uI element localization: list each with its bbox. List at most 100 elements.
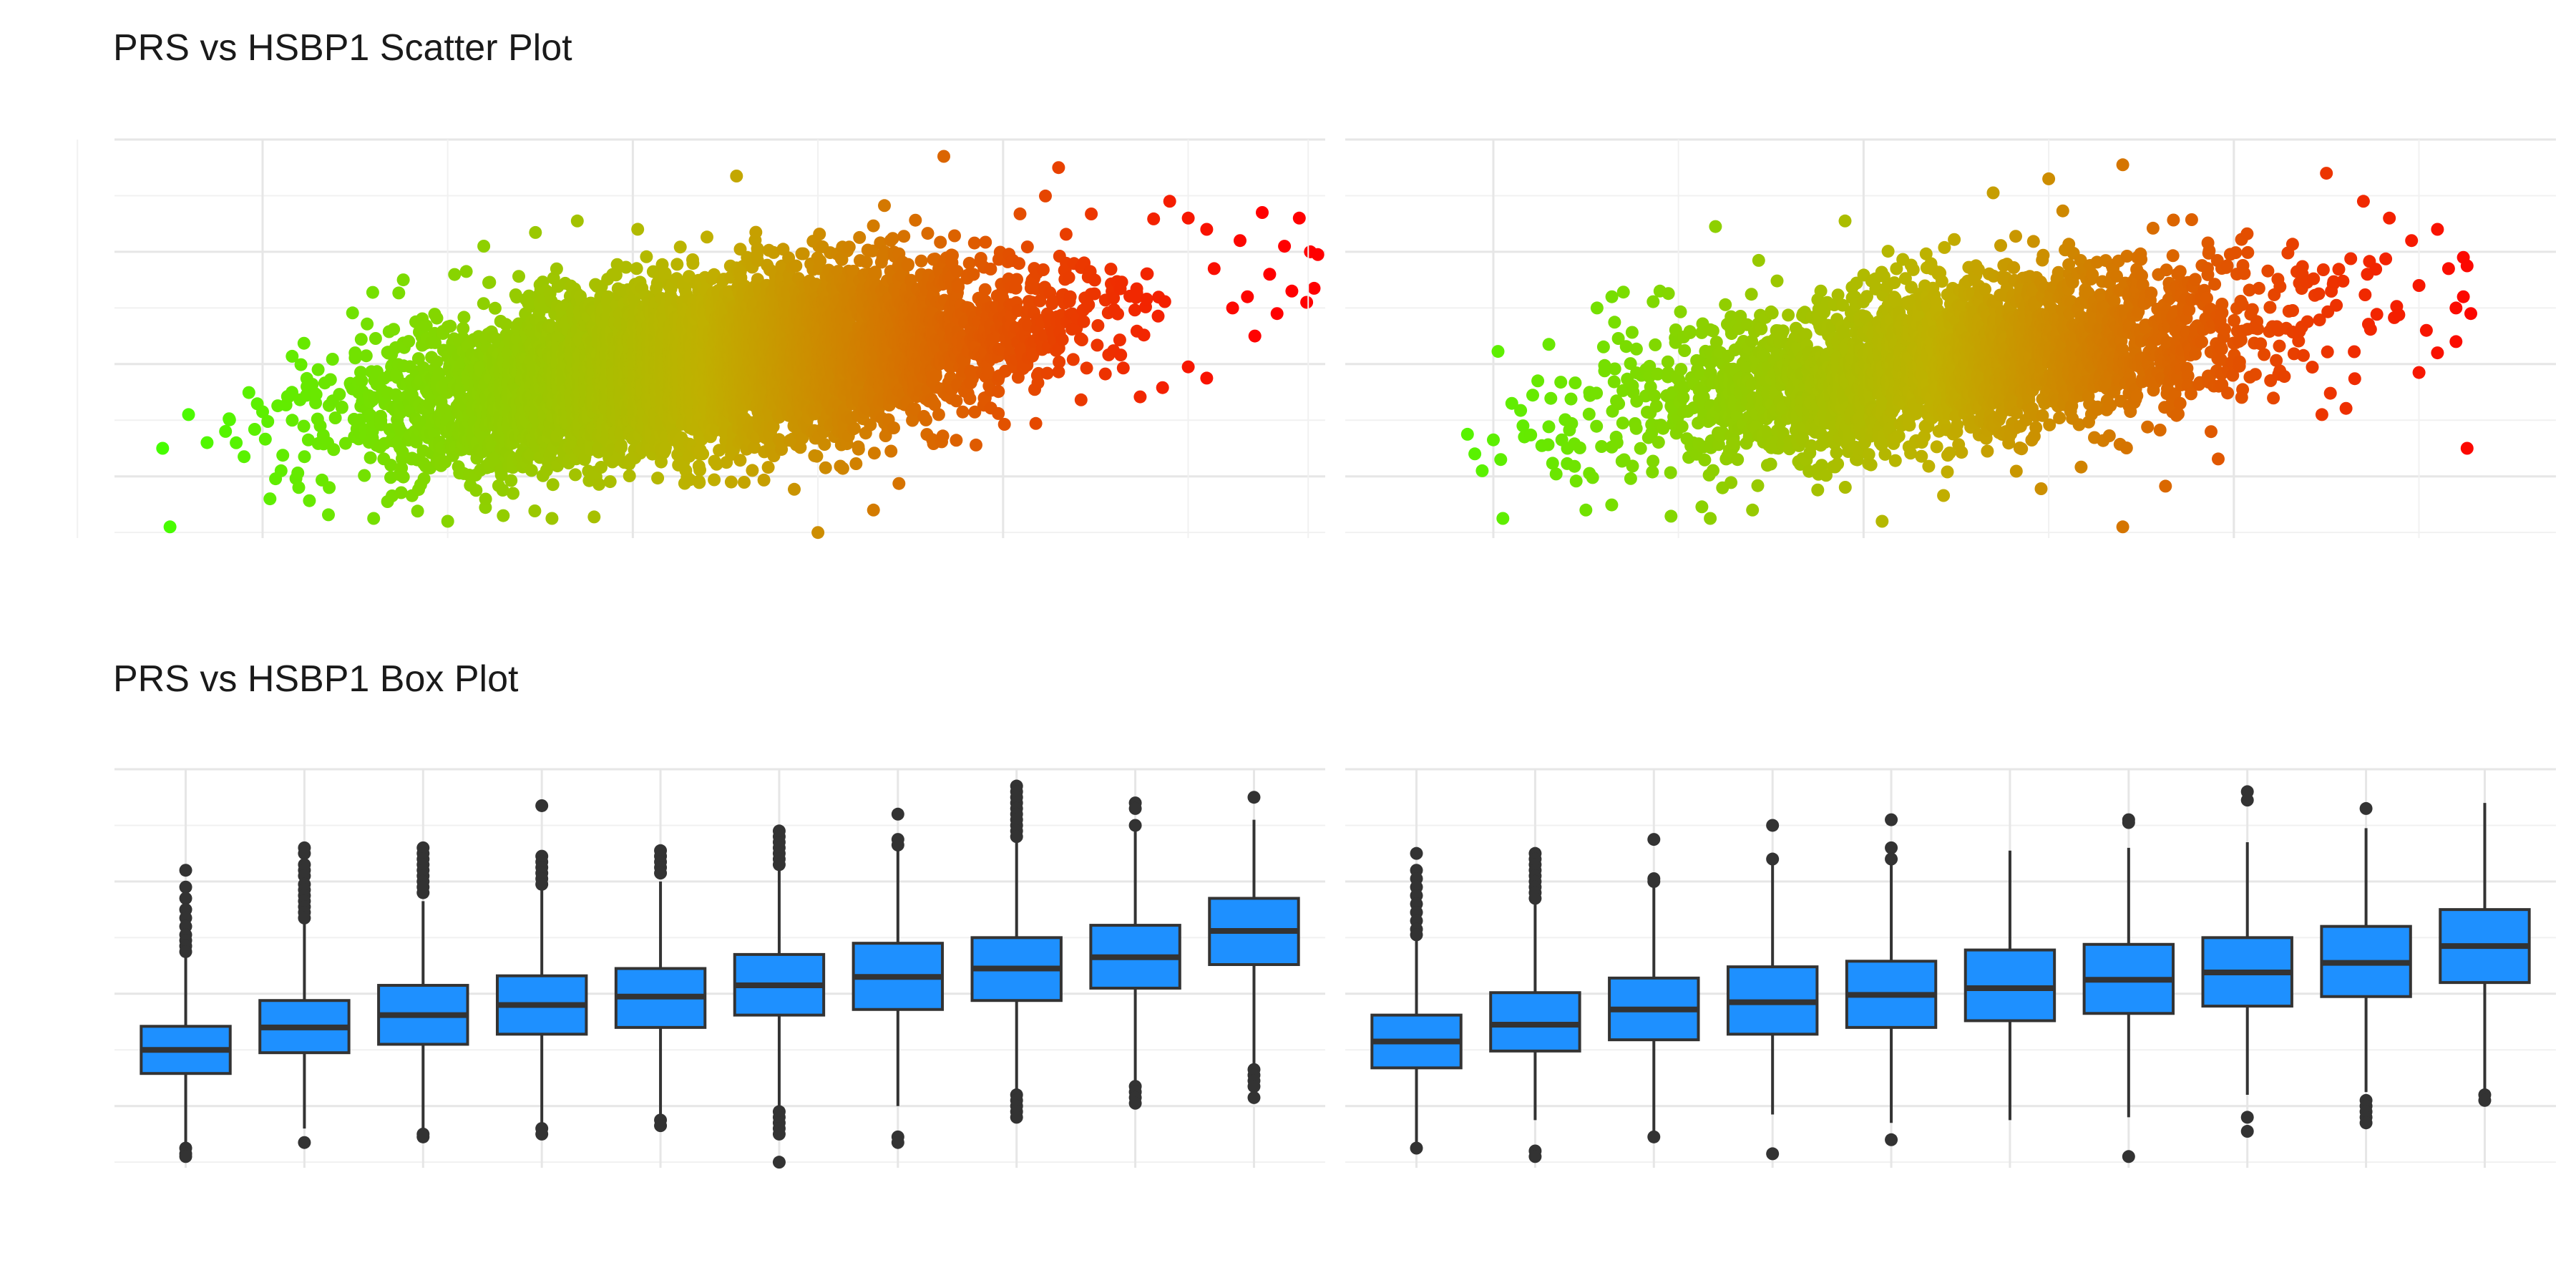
scatter-point [258,432,272,446]
scatter-point [529,225,542,239]
scatter-point [367,512,381,525]
scatter-point [219,424,233,438]
scatter-point [335,401,348,414]
scatter-point [248,423,261,436]
scatter-point [788,482,801,496]
scatter-point [477,240,491,253]
scatter-point [730,170,743,182]
scatter-point [417,472,431,485]
scatter-point [311,363,325,376]
scatter-point [546,478,560,492]
scatter-point [761,461,775,474]
scatter-point [457,311,471,324]
scatter-point [355,374,369,388]
box-plot-title: PRS vs HSBP1 Box Plot [113,658,519,700]
scatter-point [603,475,617,489]
scatter-point [810,449,824,463]
scatter-point [430,311,444,325]
scatter-point [361,317,374,331]
scatter-point [459,265,473,278]
scatter-point [631,223,645,236]
scatter-point [323,373,337,386]
scatter-point [263,492,277,506]
scatter-point [469,484,483,497]
scatter-point [550,262,563,275]
scatter-point [429,336,442,349]
scatter-point [353,413,367,426]
scatter-point [384,459,398,472]
scatter-point [751,242,764,255]
scatter-point [708,473,721,487]
scatter-point [696,447,710,461]
scatter-point [294,358,308,371]
scatter-point [303,494,316,507]
scatter-point [323,481,336,494]
scatter-point [238,450,251,464]
scatter-point [477,297,490,311]
scatter-point [507,487,519,500]
scatter-point [488,301,502,315]
scatter-point [230,436,243,449]
scatter-point [686,257,700,270]
scatter-point [348,348,362,362]
scatter-point [396,470,410,484]
scatter-point [286,349,299,363]
scatter-point [630,262,643,275]
scatter-point [256,405,269,419]
scatter-point [670,258,684,271]
scatter-plot [77,138,2556,540]
scatter-point [545,512,559,525]
scatter-point [346,306,359,320]
scatter-point [392,286,406,300]
scatter-point [396,273,410,287]
scatter-point [301,433,315,447]
scatter-point [402,335,416,348]
scatter-point [569,468,582,482]
scatter-point [200,436,214,449]
scatter-point [276,449,290,462]
scatter-point [298,450,311,464]
scatter-point [733,454,747,467]
scatter-point [570,214,584,228]
scatter-point [701,230,713,244]
scatter-point [457,321,470,335]
scatter-point [354,333,368,346]
scatter-point [746,464,759,477]
scatter-point [411,504,424,518]
scatter-point [614,441,628,454]
scatter-point [738,476,751,489]
scatter-point [796,247,810,260]
scatter-point [430,355,444,369]
scatter-point [394,486,408,499]
scatter-point [789,259,803,273]
scatter-point [292,481,306,494]
scatter-point [286,386,298,399]
scatter-point [640,250,653,263]
scatter-point [322,508,335,522]
scatter-panel-train [77,138,1325,540]
scatter-point [396,446,409,459]
scatter-point [479,492,492,506]
scatter-point [528,504,542,517]
scatter-point [369,332,382,345]
scatter-point [448,268,462,281]
scatter-point [587,510,601,524]
scatter-point [364,451,377,464]
scatter-point [297,419,311,433]
scatter-point [366,286,379,299]
scatter-point [223,413,236,426]
scatter-point [419,319,433,333]
scatter-point [309,388,323,401]
scatter-point [387,323,401,336]
scatter-plot-title: PRS vs HSBP1 Scatter Plot [113,27,572,69]
scatter-point [242,386,255,399]
scatter-point [328,411,342,424]
scatter-point [359,349,373,363]
scatter-point [497,509,510,522]
scatter-point [525,464,538,477]
scatter-point [297,336,311,350]
scatter-point [693,463,706,477]
scatter-point [291,467,305,479]
scatter-point [274,464,288,477]
